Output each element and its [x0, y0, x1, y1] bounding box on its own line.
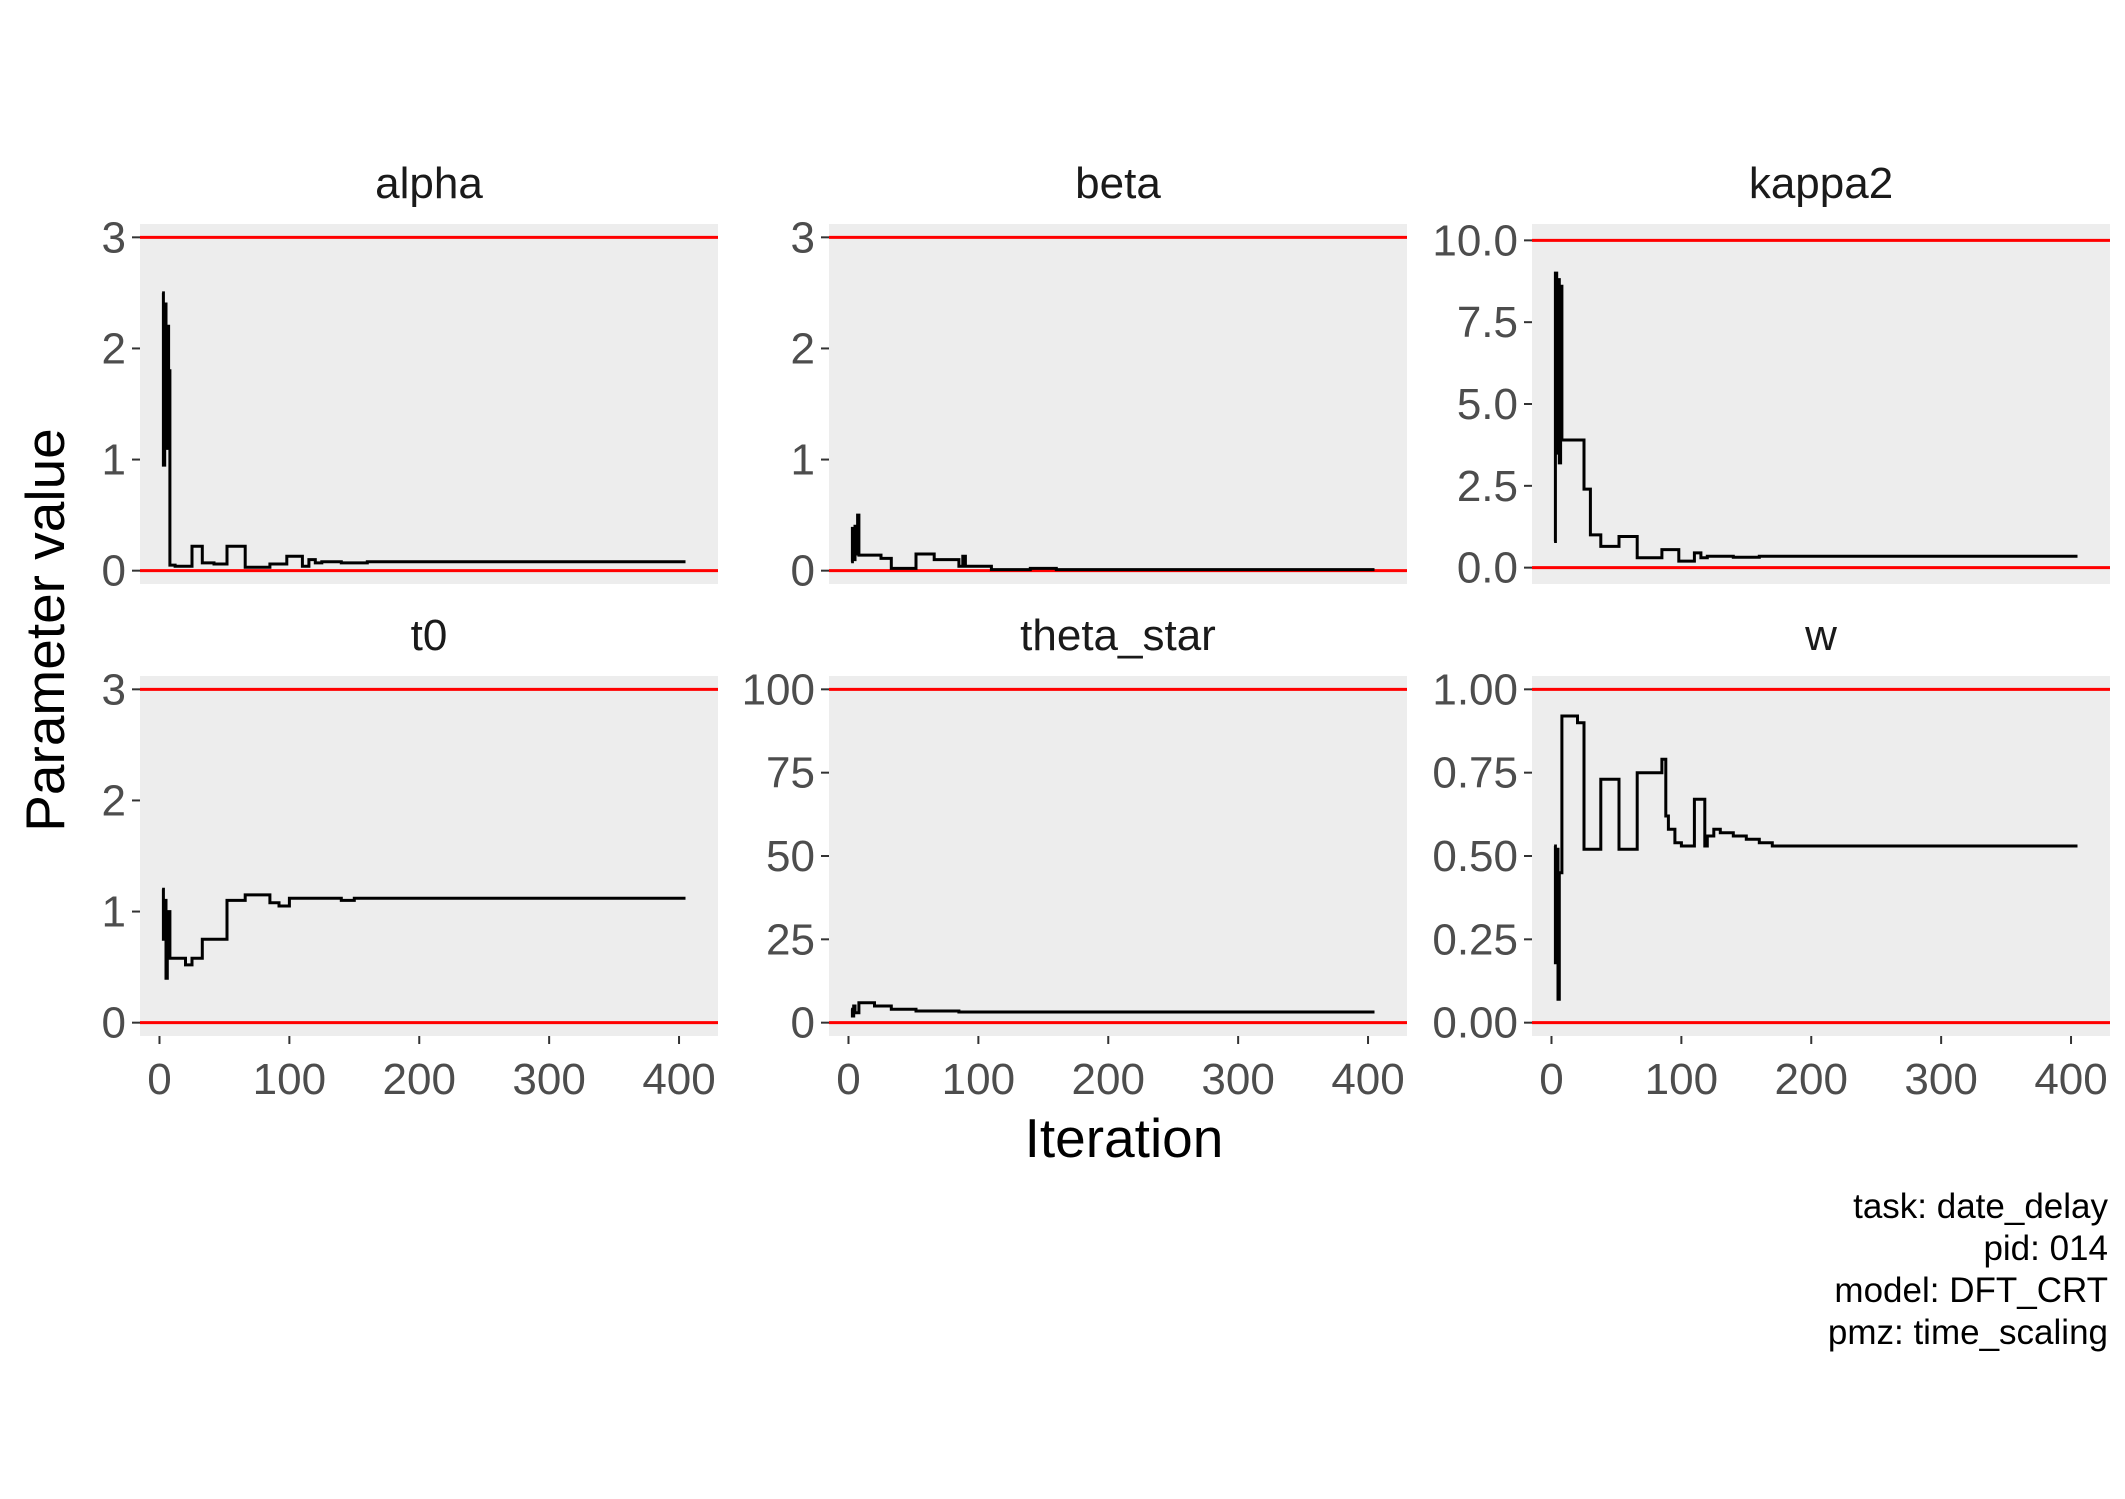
y-tick-label: 0 [791, 999, 815, 1048]
facet-title: alpha [375, 159, 483, 208]
caption-line: model: DFT_CRT [1834, 1271, 2108, 1310]
y-tick-label: 2 [102, 776, 126, 825]
trace-line [161, 887, 686, 980]
x-tick-label: 400 [1331, 1055, 1404, 1104]
facet-title: t0 [411, 611, 448, 660]
y-tick-label: 0 [102, 547, 126, 596]
y-tick-label: 50 [766, 832, 815, 881]
facet-panel-alpha: alpha 0 1 2 3 [102, 159, 718, 596]
y-tick-label: 1 [102, 888, 126, 937]
x-tick-label: 0 [147, 1055, 171, 1104]
y-tick-label: 0.00 [1432, 999, 1518, 1048]
panel-background [140, 676, 718, 1036]
facet-panel-theta-star: theta_star 0 25 50 75 100 0 100 200 300 400 [742, 611, 1407, 1104]
caption-line: pmz: time_scaling [1828, 1313, 2108, 1352]
x-axis-title: Iteration [1025, 1107, 1224, 1169]
y-tick-label: 1.00 [1432, 665, 1518, 714]
facet-panel-w: w 0.00 0.25 0.50 0.75 1.00 0 100 200 300 400 [1432, 611, 2110, 1104]
facet-panel-kappa2: kappa2 0.0 2.5 5.0 7.5 10.0 [1432, 159, 2110, 593]
facet-title: beta [1075, 159, 1161, 208]
x-tick-label: 0 [836, 1055, 860, 1104]
y-tick-label: 2.5 [1457, 462, 1518, 511]
y-tick-label: 5.0 [1457, 380, 1518, 429]
trace-line [1553, 271, 2078, 563]
y-tick-label: 2 [102, 324, 126, 373]
trace-line [161, 291, 686, 569]
y-tick-label: 3 [791, 213, 815, 262]
x-tick-label: 100 [1645, 1055, 1718, 1104]
facet-panel-t0: t0 0 1 2 3 0 100 200 300 400 [102, 611, 718, 1104]
y-tick-label: 1 [791, 436, 815, 485]
y-axis-title: Parameter value [14, 428, 76, 832]
y-tick-label: 0.0 [1457, 544, 1518, 593]
facet-panels: alpha 0 1 2 3 beta 0 1 2 3 kappa2 0.0 2.5 5.0 7.5 10.0 t… [102, 159, 2110, 1104]
y-tick-label: 0 [102, 999, 126, 1048]
y-tick-label: 2 [791, 324, 815, 373]
facet-title: w [1804, 611, 1837, 660]
caption-line: task: date_delay [1853, 1187, 2108, 1226]
y-tick-label: 1 [102, 436, 126, 485]
x-tick-label: 0 [1539, 1055, 1563, 1104]
y-tick-label: 3 [102, 213, 126, 262]
panel-background [829, 676, 1407, 1036]
x-tick-label: 200 [1072, 1055, 1145, 1104]
y-tick-label: 25 [766, 915, 815, 964]
y-tick-label: 0.25 [1432, 915, 1518, 964]
x-tick-label: 200 [1775, 1055, 1848, 1104]
y-tick-label: 75 [766, 749, 815, 798]
x-tick-label: 100 [942, 1055, 1015, 1104]
panel-background [1532, 224, 2110, 584]
y-tick-label: 10.0 [1432, 216, 1518, 265]
y-tick-label: 3 [102, 665, 126, 714]
y-tick-label: 0.50 [1432, 832, 1518, 881]
caption-line: pid: 014 [1983, 1229, 2108, 1268]
facet-panel-beta: beta 0 1 2 3 [791, 159, 1407, 596]
trace-line [850, 1001, 1375, 1018]
facet-title: kappa2 [1749, 159, 1893, 208]
x-tick-label: 300 [1904, 1055, 1977, 1104]
x-tick-label: 100 [253, 1055, 326, 1104]
x-tick-label: 200 [383, 1055, 456, 1104]
x-tick-label: 400 [2034, 1055, 2107, 1104]
x-tick-label: 300 [512, 1055, 585, 1104]
panel-background [829, 224, 1407, 584]
x-tick-label: 400 [642, 1055, 715, 1104]
panel-background [1532, 676, 2110, 1036]
y-tick-label: 0.75 [1432, 749, 1518, 798]
y-tick-label: 100 [742, 665, 815, 714]
facet-title: theta_star [1020, 611, 1216, 660]
y-tick-label: 7.5 [1457, 298, 1518, 347]
trace-line [850, 513, 1375, 572]
y-tick-label: 0 [791, 547, 815, 596]
trace-line [1553, 714, 2078, 1001]
panel-background [140, 224, 718, 584]
x-tick-label: 300 [1201, 1055, 1274, 1104]
